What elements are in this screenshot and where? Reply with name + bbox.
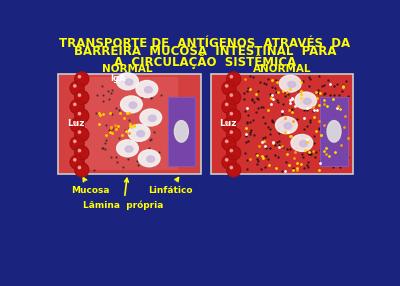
Circle shape [226,85,228,87]
Circle shape [230,94,232,96]
Circle shape [70,137,84,151]
Ellipse shape [295,92,317,109]
Circle shape [75,146,89,160]
Ellipse shape [291,134,313,151]
Circle shape [226,122,228,124]
Ellipse shape [300,141,307,147]
Circle shape [75,72,89,86]
Circle shape [70,118,84,132]
Circle shape [74,159,76,161]
Text: Linfático: Linfático [148,178,192,195]
Ellipse shape [140,109,162,126]
FancyBboxPatch shape [320,97,348,166]
Circle shape [227,163,241,177]
FancyBboxPatch shape [58,74,201,174]
Ellipse shape [125,146,133,152]
Circle shape [227,109,241,123]
Circle shape [78,166,81,169]
Circle shape [75,91,89,104]
Circle shape [74,85,76,87]
Ellipse shape [284,123,292,129]
Circle shape [74,103,76,106]
Ellipse shape [117,140,138,157]
Ellipse shape [304,98,311,104]
Ellipse shape [137,131,144,137]
FancyBboxPatch shape [211,74,353,174]
Ellipse shape [129,102,137,108]
Ellipse shape [125,79,133,85]
Circle shape [230,149,232,152]
Circle shape [230,76,232,78]
Text: ANORMAL: ANORMAL [253,63,312,74]
Ellipse shape [279,75,301,92]
Circle shape [226,140,228,142]
Ellipse shape [147,156,155,162]
Circle shape [222,137,236,151]
Ellipse shape [276,117,297,134]
Circle shape [70,100,84,114]
Ellipse shape [144,87,152,93]
Text: BARREIRA  MUCOSA  INTESTINAL  PARA: BARREIRA MUCOSA INTESTINAL PARA [74,45,336,58]
Ellipse shape [327,121,341,142]
Ellipse shape [138,150,160,167]
Circle shape [226,159,228,161]
Text: Lâmina  própria: Lâmina própria [84,178,164,210]
Ellipse shape [174,121,188,142]
Circle shape [75,109,89,123]
Circle shape [78,76,81,78]
Ellipse shape [120,96,142,113]
Text: Luz: Luz [67,119,84,128]
Circle shape [227,72,241,86]
Circle shape [226,103,228,106]
Ellipse shape [117,73,138,90]
Circle shape [230,112,232,115]
Circle shape [75,128,89,141]
Text: Luz: Luz [219,119,236,128]
FancyBboxPatch shape [168,97,195,166]
Circle shape [222,81,236,95]
Circle shape [230,166,232,169]
Circle shape [70,81,84,95]
Circle shape [230,131,232,133]
Circle shape [78,112,81,115]
Circle shape [227,128,241,141]
Circle shape [227,91,241,104]
Text: IgA: IgA [110,74,126,83]
Text: NORMAL: NORMAL [102,63,153,74]
Circle shape [78,131,81,133]
Circle shape [74,122,76,124]
Circle shape [222,155,236,169]
Circle shape [222,100,236,114]
Circle shape [78,149,81,152]
Circle shape [222,118,236,132]
Ellipse shape [148,115,156,121]
Ellipse shape [136,81,158,98]
Circle shape [78,94,81,96]
Ellipse shape [288,81,296,88]
Circle shape [74,140,76,142]
FancyBboxPatch shape [81,78,178,170]
Ellipse shape [128,124,150,141]
Circle shape [70,155,84,169]
Circle shape [227,146,241,160]
Text: TRANSPORTE DE  ANTÍGENOS  ATRAVÉS  DA: TRANSPORTE DE ANTÍGENOS ATRAVÉS DA [60,37,350,50]
Text: A  CIRCULAÇÃO  SISTÊMICA: A CIRCULAÇÃO SISTÊMICA [114,53,296,69]
Text: Mucosa: Mucosa [71,178,110,195]
Circle shape [75,163,89,177]
